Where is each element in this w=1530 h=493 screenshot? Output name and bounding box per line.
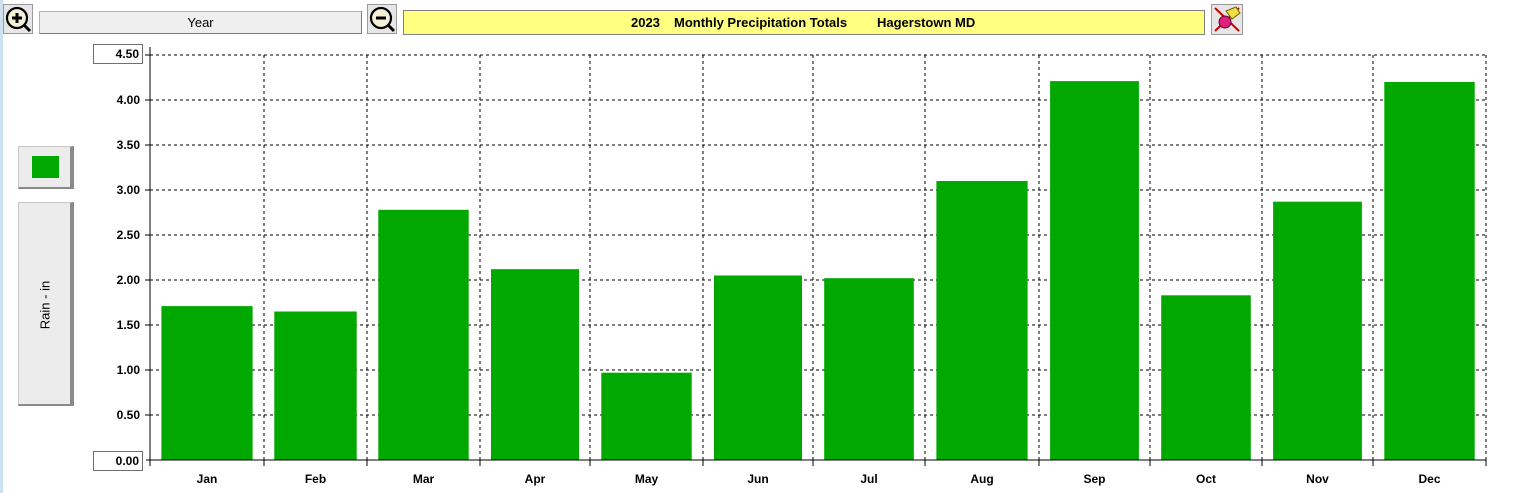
bar-nov (1273, 201, 1362, 460)
zoom-in-button[interactable] (3, 4, 33, 34)
x-tick-label-jun: Jun (747, 472, 768, 486)
title-main: Monthly Precipitation Totals (674, 15, 848, 30)
x-tick-label-aug: Aug (970, 472, 993, 486)
x-tick-label-mar: Mar (413, 472, 435, 486)
x-tick-label-jul: Jul (860, 472, 877, 486)
y-min-input[interactable]: 0.00 (93, 451, 143, 471)
eraser-icon (1214, 6, 1241, 32)
bar-may (601, 372, 692, 460)
y-tick-label: 4.00 (117, 93, 141, 107)
x-tick-label-dec: Dec (1418, 472, 1440, 486)
title-year: 2023 (631, 15, 660, 30)
bar-apr (491, 269, 579, 460)
title-location: Hagerstown MD (877, 15, 976, 30)
window-edge (0, 0, 3, 493)
x-tick-label-oct: Oct (1196, 472, 1216, 486)
bar-feb (274, 311, 357, 460)
series-color-button[interactable] (18, 146, 74, 189)
x-tick-label-sep: Sep (1083, 472, 1105, 486)
period-selector[interactable]: Year (39, 11, 362, 34)
x-tick-label-feb: Feb (305, 472, 326, 486)
y-max-input[interactable]: 4.50 (93, 44, 143, 64)
x-tick-label-jan: Jan (197, 472, 218, 486)
clear-button[interactable] (1211, 4, 1243, 35)
x-tick-label-nov: Nov (1306, 472, 1329, 486)
bar-sep (1050, 81, 1139, 460)
bar-aug (936, 181, 1028, 460)
bar-jul (824, 278, 914, 460)
series-label-button[interactable]: Rain - in (18, 202, 74, 406)
y-tick-label: 2.50 (117, 228, 141, 242)
zoom-out-icon (369, 6, 396, 33)
bar-jan (161, 306, 253, 460)
y-tick-label: 3.00 (117, 183, 141, 197)
x-tick-label-apr: Apr (525, 472, 546, 486)
zoom-in-icon (5, 6, 32, 33)
series-color-swatch (32, 156, 59, 178)
chart-title: 2023 Monthly Precipitation Totals Hagers… (403, 10, 1205, 35)
y-tick-label: 1.00 (117, 363, 141, 377)
zoom-out-button[interactable] (367, 4, 397, 34)
y-tick-label: 0.50 (117, 408, 141, 422)
bar-oct (1161, 295, 1251, 460)
bar-dec (1384, 82, 1475, 460)
bar-mar (378, 209, 469, 460)
y-tick-label: 3.50 (117, 138, 141, 152)
y-tick-label: 1.50 (117, 318, 141, 332)
x-tick-label-may: May (635, 472, 659, 486)
bar-jun (714, 275, 802, 460)
y-tick-label: 2.00 (117, 273, 141, 287)
